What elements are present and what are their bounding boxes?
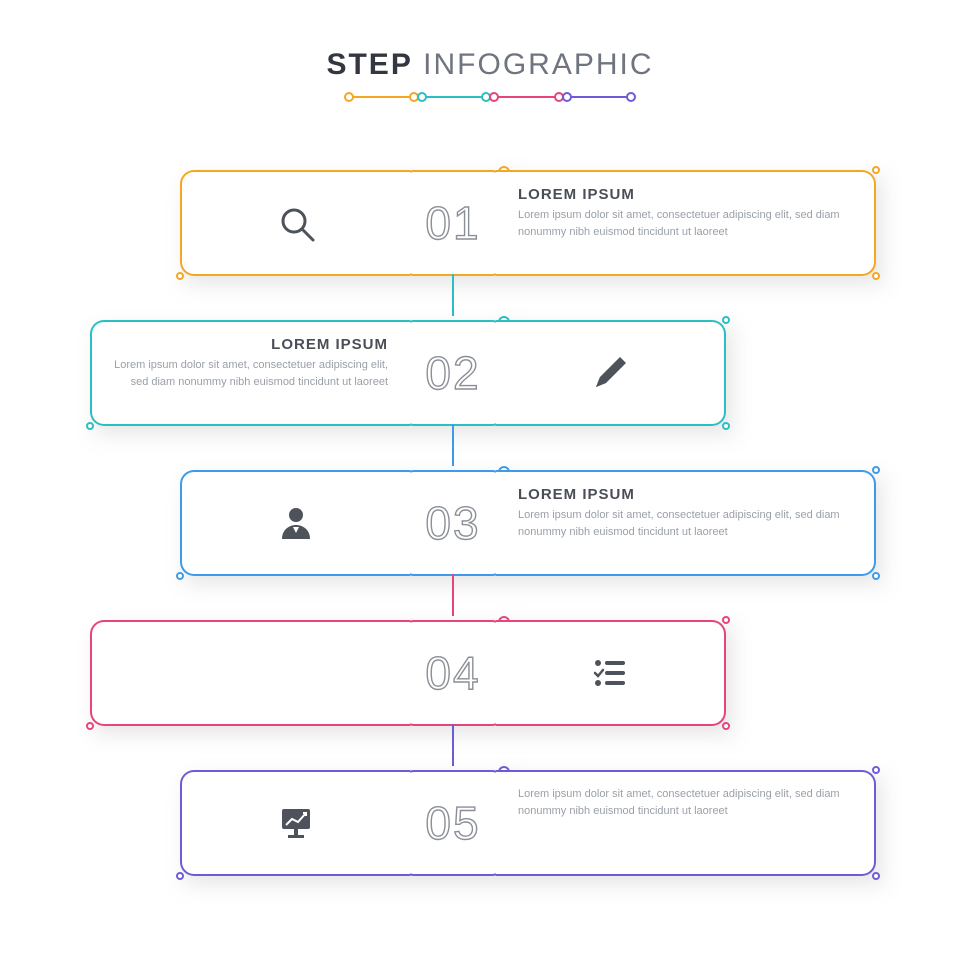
step-description: Lorem ipsum dolor sit amet, consectetuer… bbox=[114, 357, 388, 390]
step-description: Lorem ipsum dolor sit amet, consectetuer… bbox=[518, 786, 852, 819]
person-icon bbox=[276, 503, 316, 543]
page-title: STEP INFOGRAPHIC bbox=[0, 48, 980, 82]
step-number-box: 04 bbox=[400, 620, 506, 726]
header: STEP INFOGRAPHIC bbox=[0, 0, 980, 102]
step-icon-panel bbox=[180, 470, 410, 576]
step-icon-panel bbox=[180, 770, 410, 876]
title-light: INFOGRAPHIC bbox=[423, 48, 653, 81]
title-divider bbox=[345, 92, 635, 102]
list-icon bbox=[590, 653, 630, 693]
step-number-box: 02 bbox=[400, 320, 506, 426]
step-text-panel bbox=[90, 620, 410, 726]
step-number: 03 bbox=[425, 496, 480, 550]
step-description: Lorem ipsum dolor sit amet, consectetuer… bbox=[518, 207, 852, 240]
step-number: 01 bbox=[425, 196, 480, 250]
title-bold: STEP bbox=[326, 48, 412, 81]
step-number-box: 05 bbox=[400, 770, 506, 876]
step-number-box: 03 bbox=[400, 470, 506, 576]
step-title: LOREM IPSUM bbox=[114, 336, 388, 353]
step-icon-panel bbox=[180, 170, 410, 276]
step-text-panel: LOREM IPSUM Lorem ipsum dolor sit amet, c… bbox=[90, 320, 410, 426]
step-text-panel: Lorem ipsum dolor sit amet, consectetuer… bbox=[496, 770, 876, 876]
step-number: 04 bbox=[425, 646, 480, 700]
pencil-icon bbox=[590, 353, 630, 393]
step-text-panel: LOREM IPSUM Lorem ipsum dolor sit amet, c… bbox=[496, 170, 876, 276]
chart-icon bbox=[276, 803, 316, 843]
step-title: LOREM IPSUM bbox=[518, 186, 852, 203]
step-text-panel: LOREM IPSUM Lorem ipsum dolor sit amet, c… bbox=[496, 470, 876, 576]
step-number: 02 bbox=[425, 346, 480, 400]
step-icon-panel bbox=[496, 620, 726, 726]
step-number-box: 01 bbox=[400, 170, 506, 276]
step-icon-panel bbox=[496, 320, 726, 426]
step-number: 05 bbox=[425, 796, 480, 850]
step-title: LOREM IPSUM bbox=[518, 486, 852, 503]
magnifier-icon bbox=[276, 203, 316, 243]
step-description: Lorem ipsum dolor sit amet, consectetuer… bbox=[518, 507, 852, 540]
